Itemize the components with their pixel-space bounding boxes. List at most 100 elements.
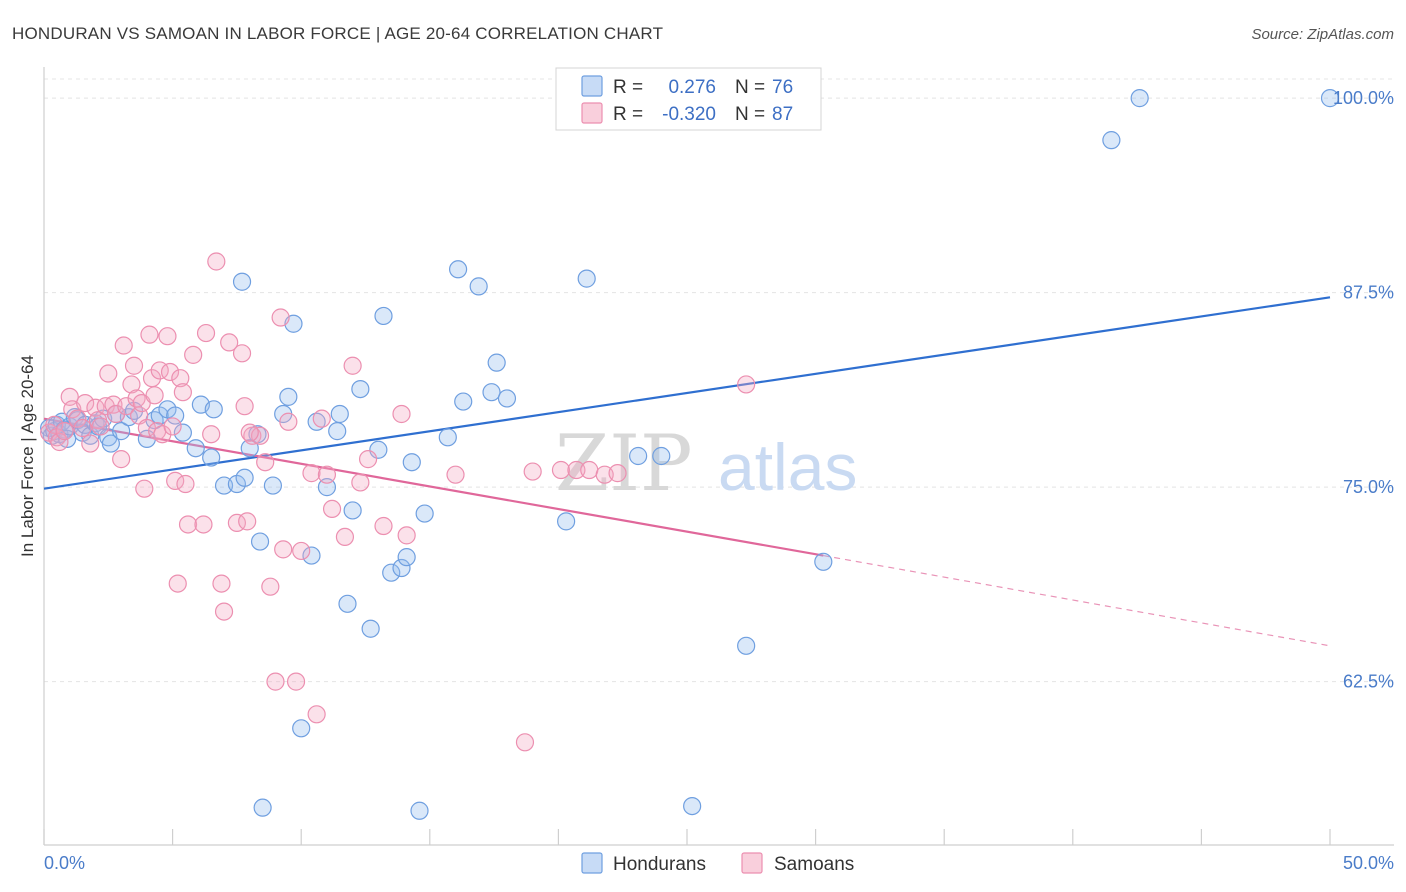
honduran-point (317, 478, 337, 497)
legend-r-value-1: 0.276 (668, 77, 716, 98)
honduran-point (186, 439, 205, 458)
honduran-point (652, 446, 671, 466)
samoan-point (173, 383, 192, 402)
honduran-point (683, 796, 702, 816)
samoan-point (232, 344, 252, 363)
samoan-point (608, 464, 627, 483)
samoan-point (374, 516, 393, 536)
chart-title: HONDURAN VS SAMOAN IN LABOR FORCE | AGE … (12, 24, 663, 43)
honduran-point (112, 422, 131, 441)
honduran-point (361, 619, 380, 638)
honduran-point (101, 434, 120, 453)
honduran-point (369, 440, 388, 459)
honduran-point (263, 476, 283, 495)
samoan-point (196, 323, 216, 343)
samoan-point (243, 426, 262, 445)
samoan-point (250, 426, 270, 445)
bottom-legend-label-hondurans: Hondurans (613, 854, 706, 875)
samoan-point (515, 733, 535, 752)
samoan-point (171, 369, 190, 388)
samoan-point (99, 364, 118, 383)
series-legend: Hondurans Samoans (581, 852, 854, 875)
legend-r-label-2: R = (613, 104, 643, 125)
legend-swatch-hondurans (581, 75, 603, 97)
honduran-point (482, 383, 501, 402)
honduran-point (338, 594, 357, 613)
honduran-point (250, 532, 270, 551)
x-tick-label-min: 0.0% (44, 853, 85, 873)
y-tick-label: 62.5% (1343, 672, 1394, 692)
samoan-point (392, 404, 411, 424)
samoan-point (343, 356, 362, 375)
samoan-point (91, 417, 110, 436)
source-label: Source: ZipAtlas.com (1251, 26, 1394, 43)
samoan-point (271, 308, 290, 327)
honduran-point (487, 353, 506, 372)
honduran-point (402, 453, 421, 472)
honduran-point (814, 552, 833, 571)
samoan-point (112, 450, 131, 469)
y-tick-label: 87.5% (1343, 283, 1394, 303)
samoan-point (184, 345, 203, 364)
bottom-legend-swatch-hondurans (581, 852, 603, 874)
samoan-point (266, 672, 285, 691)
bottom-legend-swatch-samoans (741, 852, 763, 874)
samoan-point (567, 460, 586, 480)
honduran-point (204, 400, 223, 419)
legend-n-label-2: N = (735, 104, 765, 125)
samoan-point (194, 515, 213, 534)
samoan-point (274, 540, 293, 559)
samoan-point (523, 462, 542, 481)
legend-n-value-1: 76 (772, 77, 793, 98)
honduran-point (1102, 131, 1121, 150)
samoan-point (580, 460, 599, 480)
legend-swatch-samoans (581, 102, 603, 124)
samoan-point (358, 450, 378, 469)
honduran-point (454, 392, 473, 411)
samoan-point (279, 412, 298, 431)
honduran-point (351, 379, 370, 399)
honduran-point (469, 277, 488, 296)
samoan-point (50, 432, 69, 452)
honduran-point (307, 412, 326, 431)
samoan-point (397, 526, 416, 545)
honduran-point (328, 422, 347, 441)
samoan-point (214, 602, 234, 621)
samoan-point (158, 327, 177, 346)
honduran-point (235, 468, 254, 487)
samoan-point (140, 325, 159, 344)
samoan-point (163, 417, 182, 436)
samoan-point (312, 409, 331, 428)
honduran-point (302, 546, 321, 565)
honduran-point (292, 719, 311, 738)
honduran-point (1320, 89, 1340, 108)
samoan-point (737, 375, 756, 394)
honduran-point (557, 512, 576, 531)
honduran-point (330, 404, 349, 424)
legend-n-label-1: N = (735, 77, 765, 98)
honduran-point (279, 387, 298, 406)
honduran-point (343, 501, 362, 520)
samoan-point (166, 471, 185, 490)
honduran-point (166, 406, 185, 425)
samoan-point (302, 464, 321, 483)
samoan-point (220, 333, 239, 352)
x-tick-label-max: 50.0% (1343, 853, 1394, 873)
honduran-point (410, 801, 429, 820)
samoan-point (176, 474, 195, 494)
y-axis-label: In Labor Force | Age 20-64 (18, 355, 37, 557)
samoan-point (178, 515, 198, 534)
samoan-point (81, 434, 100, 453)
samoan-point (240, 423, 259, 442)
samoan-trend-extension (823, 554, 1331, 647)
samoan-point (335, 527, 355, 547)
samoan-point (207, 252, 226, 271)
samoan-point (73, 418, 92, 438)
samoan-point (351, 473, 370, 492)
samoan-point (307, 705, 326, 724)
samoan-point (292, 541, 311, 561)
samoan-point (256, 453, 275, 472)
samoan-point (202, 425, 221, 444)
samoan-point (238, 512, 257, 531)
